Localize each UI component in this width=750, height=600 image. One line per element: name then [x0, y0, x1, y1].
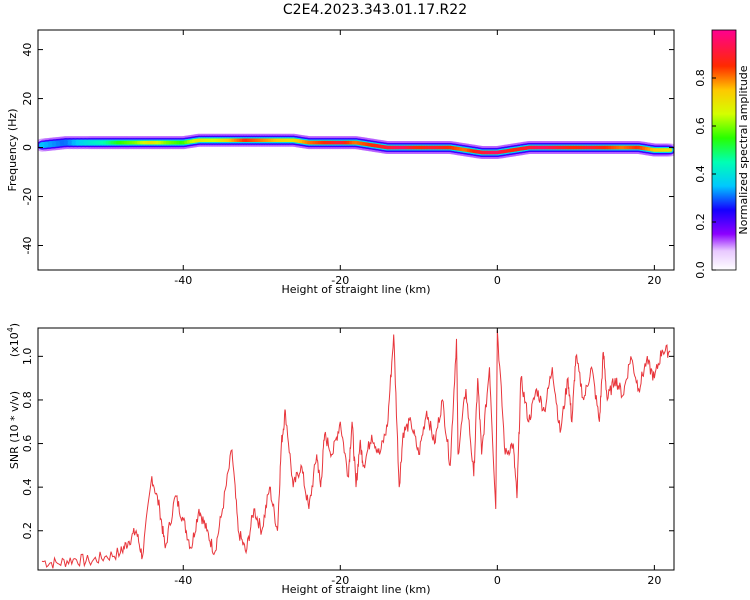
scale-note-close: ): [8, 323, 21, 327]
spectrogram-xtick-label: 20: [647, 274, 661, 287]
snr-series-line: [41, 330, 671, 569]
snr-ytick-label: 0.8: [21, 391, 34, 409]
snr-ytick-label: 0.2: [21, 522, 34, 540]
colorbar-tick-label: 0.6: [694, 117, 707, 135]
spectrogram-xtick-label: -40: [174, 274, 192, 287]
snr-xtick-label: 20: [647, 574, 661, 587]
snr-xtick-label: -40: [174, 574, 192, 587]
snr-frame: [37, 327, 675, 571]
svg-text:(x104): (x104): [6, 323, 21, 357]
snr-xlabel: Height of straight line (km): [281, 583, 430, 596]
spectrogram-xtick-label: 0: [494, 274, 501, 287]
spectrogram-ytick-label: -20: [21, 188, 34, 206]
snr-ytick-label: 0.6: [21, 435, 34, 453]
spectrogram-ylabel: Frequency (Hz): [6, 109, 19, 192]
snr-panel: -40 -20 0 20 0.2 0.4 0.6 0.8 1.0 Height of stra…: [6, 323, 675, 596]
colorbar-tick-label: 0.4: [694, 165, 707, 183]
spectrogram-panel: -40 -20 0 20 -40 -20 0 20 40 Height of straight…: [6, 29, 675, 296]
colorbar-tick-label: 0.2: [694, 213, 707, 231]
snr-xtick-label: -20: [331, 574, 349, 587]
spectrogram-ytick-label: 0: [21, 144, 34, 151]
spectrogram-xtick-label: -20: [331, 274, 349, 287]
snr-xtick-label: 0: [494, 574, 501, 587]
spectrogram-frame: [37, 29, 675, 271]
snr-ytick-label: 0.4: [21, 478, 34, 496]
colorbar-gradient: [711, 29, 737, 271]
spectrogram-xlabel: Height of straight line (km): [281, 283, 430, 296]
colorbar-label: Normalized spectral amplitude: [737, 65, 750, 234]
spectrogram-ytick-label: 40: [21, 43, 34, 57]
scale-note-exponent: 4: [6, 327, 15, 332]
colorbar: 0.0 0.2 0.4 0.6 0.8 Normalized spectral ampl…: [694, 29, 750, 279]
colorbar-tick-label: 0.0: [694, 261, 707, 279]
snr-ytick-label: 1.0: [21, 348, 34, 366]
spectral-ridge: [38, 133, 674, 159]
scale-note-prefix: (x10: [8, 332, 21, 357]
spectrogram-ytick-label: -40: [21, 237, 34, 255]
chart-title: C2E4.2023.343.01.17.R22: [282, 2, 468, 18]
snr-ylabel: SNR (10 * v/v): [8, 391, 21, 469]
snr-scale-note: (x104): [6, 323, 21, 357]
colorbar-tick-label: 0.8: [694, 69, 707, 87]
spectrogram-ytick-label: 20: [21, 92, 34, 106]
